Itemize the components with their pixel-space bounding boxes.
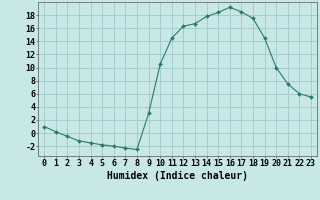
X-axis label: Humidex (Indice chaleur): Humidex (Indice chaleur) bbox=[107, 171, 248, 181]
